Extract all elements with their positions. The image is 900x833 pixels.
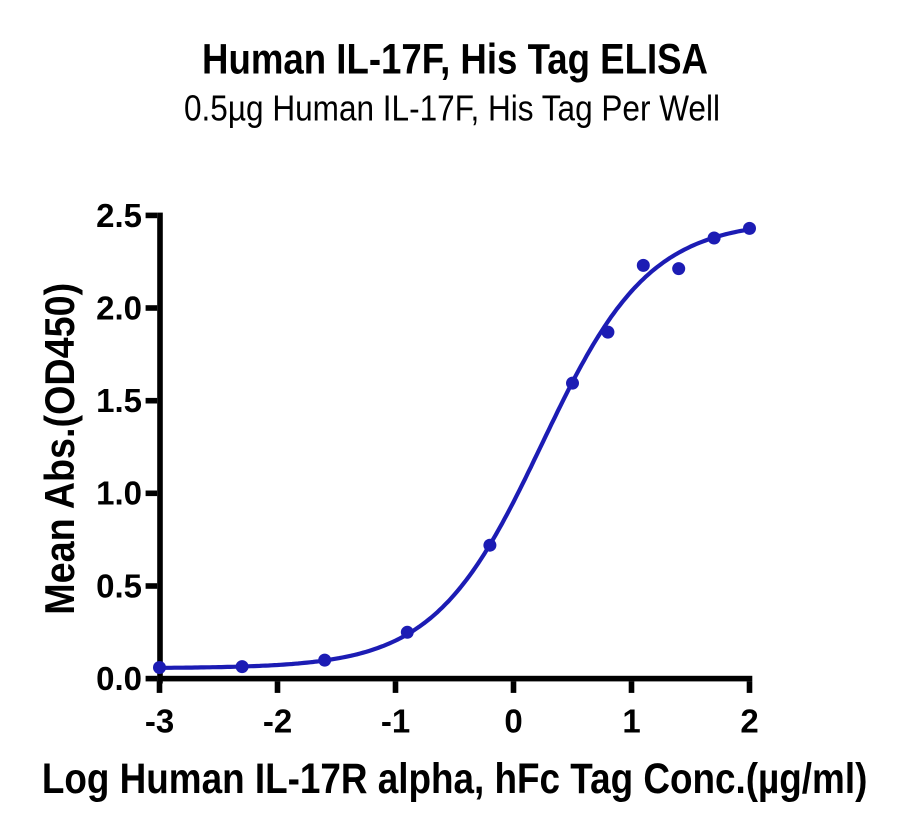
svg-text:0: 0 [504, 703, 522, 740]
svg-text:Log Human IL-17R alpha, hFc Ta: Log Human IL-17R alpha, hFc Tag Conc.(µg… [42, 755, 868, 803]
svg-text:Mean Abs.(OD450): Mean Abs.(OD450) [36, 283, 83, 615]
svg-text:1: 1 [622, 703, 640, 740]
svg-text:2.5: 2.5 [96, 197, 142, 234]
svg-text:Human IL-17F, His Tag ELISA: Human IL-17F, His Tag ELISA [202, 36, 708, 84]
svg-text:2.0: 2.0 [96, 289, 142, 326]
svg-text:2: 2 [740, 703, 758, 740]
svg-text:0.0: 0.0 [96, 660, 142, 697]
svg-text:-3: -3 [145, 703, 174, 740]
svg-text:-1: -1 [381, 703, 410, 740]
svg-text:-2: -2 [263, 703, 292, 740]
svg-text:1.5: 1.5 [96, 382, 142, 419]
svg-text:0.5: 0.5 [96, 567, 142, 604]
svg-text:0.5µg Human IL-17F, His Tag Pe: 0.5µg Human IL-17F, His Tag Per Well [184, 87, 720, 128]
svg-text:1.0: 1.0 [96, 475, 142, 512]
